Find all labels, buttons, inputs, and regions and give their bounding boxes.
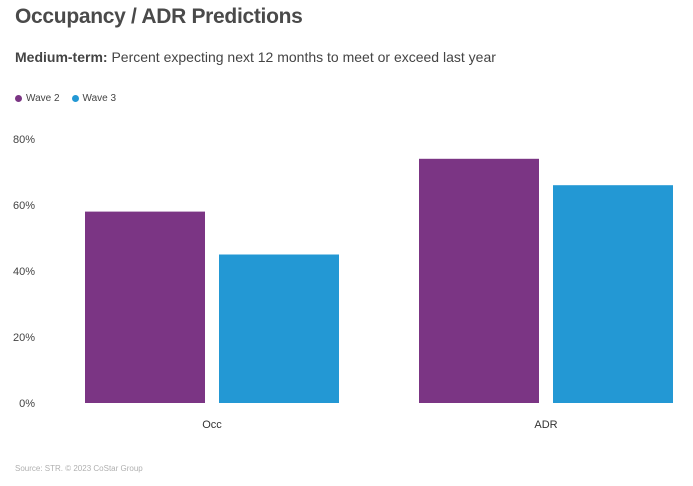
legend-label-wave-3: Wave 3	[82, 93, 117, 104]
subtitle-text: Percent expecting next 12 months to meet…	[111, 49, 496, 65]
x-category-label: ADR	[534, 419, 557, 431]
subtitle-bold: Medium-term:	[15, 49, 108, 65]
y-tick-label: 20%	[13, 332, 35, 344]
bar-wave-3-adr	[553, 185, 673, 403]
source-note: Source: STR. © 2023 CoStar Group	[15, 464, 143, 473]
y-tick-label: 40%	[13, 266, 35, 278]
chart-subtitle: Medium-term: Percent expecting next 12 m…	[15, 49, 496, 65]
x-category-label: Occ	[202, 419, 222, 431]
legend-swatch-wave-2	[15, 95, 22, 102]
bar-wave-2-occ	[85, 211, 205, 403]
y-tick-label: 0%	[19, 398, 35, 410]
chart-legend: Wave 2 Wave 3	[15, 93, 128, 104]
bar-wave-3-occ	[219, 254, 339, 403]
y-tick-label: 80%	[13, 134, 35, 146]
chart-title: Occupancy / ADR Predictions	[15, 5, 303, 28]
legend-swatch-wave-3	[71, 95, 79, 102]
bar-wave-2-adr	[419, 158, 539, 403]
legend-item-wave-2: Wave 2	[15, 93, 60, 104]
legend-label-wave-2: Wave 2	[26, 93, 60, 104]
y-tick-label: 60%	[13, 200, 35, 212]
legend-item-wave-3: Wave 3	[71, 93, 117, 104]
